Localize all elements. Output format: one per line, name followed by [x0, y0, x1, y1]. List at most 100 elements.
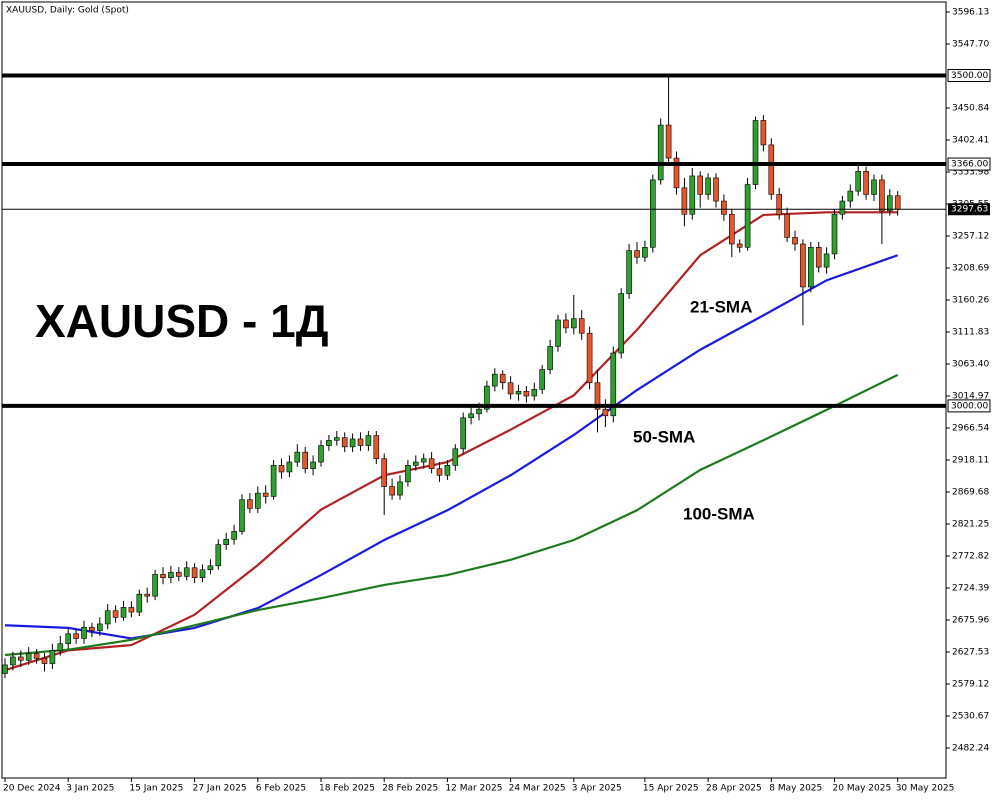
x-tick-label: 15 Jan 2025 — [129, 784, 183, 794]
y-tick-label: 2918.11 — [952, 456, 989, 466]
candle-body — [507, 382, 514, 395]
y-tick-label: 2579.12 — [952, 679, 989, 689]
candle-body — [365, 435, 372, 446]
candle-body — [539, 369, 546, 390]
candle-body — [626, 250, 632, 294]
candle-body — [405, 465, 411, 483]
candle-body — [728, 213, 735, 245]
candle-body — [10, 656, 16, 666]
y-tick-label: 3450.84 — [952, 103, 989, 113]
candle-body — [318, 445, 324, 463]
last-price-box — [948, 203, 990, 216]
candle-body — [270, 465, 277, 497]
candle-body — [33, 653, 40, 659]
y-tick-label: 3208.69 — [952, 263, 989, 273]
level-label: 3000.00 — [951, 401, 988, 411]
candle-body — [57, 643, 64, 651]
x-tick-label: 18 Feb 2025 — [319, 784, 375, 794]
x-tick-label: 20 May 2025 — [833, 784, 892, 794]
x-tick-label: 3 Apr 2025 — [572, 784, 622, 794]
candle-body — [847, 190, 854, 202]
x-tick-label: 24 Mar 2025 — [509, 784, 566, 794]
candle-body — [420, 458, 427, 463]
candle-body — [784, 213, 790, 238]
candle-body — [468, 413, 474, 419]
candle-body — [176, 572, 182, 577]
level-label-box — [947, 157, 991, 171]
candle-body — [831, 213, 838, 255]
candle-body — [894, 195, 901, 210]
candle-body — [721, 200, 727, 215]
candle-body — [713, 177, 719, 202]
candle-body — [705, 177, 711, 195]
candle-body — [689, 175, 696, 215]
x-tick-label: 15 Apr 2025 — [643, 784, 699, 794]
candle-body — [823, 253, 830, 268]
candle-body — [239, 499, 245, 532]
candle-body — [247, 499, 253, 509]
candle-body — [255, 492, 261, 509]
candle-body — [310, 461, 316, 469]
candle-body — [17, 656, 24, 661]
x-tick-label: 6 Feb 2025 — [256, 784, 306, 794]
candle-body — [428, 458, 435, 469]
candle-body — [634, 250, 640, 258]
level-label-box — [947, 399, 991, 413]
candle-body — [879, 179, 885, 212]
candle-body — [610, 352, 617, 417]
candle-body — [278, 465, 285, 473]
candle-body — [412, 461, 419, 466]
y-tick-label: 3063.40 — [952, 359, 989, 369]
candle-body — [800, 243, 806, 288]
y-tick-label: 2724.39 — [952, 584, 989, 594]
candle-body — [886, 195, 893, 212]
candle-body — [152, 574, 158, 597]
candle-body — [294, 451, 301, 463]
x-tick-label: 8 May 2025 — [769, 784, 822, 794]
candle-body — [578, 318, 585, 334]
last-price-label: 3297.63 — [951, 205, 988, 215]
candle-body — [792, 237, 798, 245]
candle-body — [136, 593, 143, 613]
sma-label: 21-SMA — [690, 297, 752, 316]
candle-body — [341, 437, 348, 448]
y-tick-label: 2530.67 — [952, 712, 989, 722]
annotation: XAUUSD - 1Д — [35, 295, 328, 347]
candle-body — [444, 465, 451, 476]
y-tick-label: 2966.54 — [952, 423, 989, 433]
candle-body — [73, 633, 79, 639]
x-tick-label: 28 Feb 2025 — [382, 784, 438, 794]
candle-body — [333, 437, 340, 441]
candle-body — [81, 626, 87, 639]
x-tick-label: 20 Dec 2024 — [3, 784, 61, 794]
y-tick-label: 2821.25 — [952, 520, 989, 530]
y-tick-label: 3402.41 — [952, 135, 989, 145]
candle-body — [499, 373, 506, 384]
x-tick-label: 3 Jan 2025 — [66, 784, 114, 794]
candle-body — [523, 391, 530, 397]
candle-body — [452, 448, 459, 466]
candle-body — [736, 243, 743, 248]
y-tick-label: 3596.13 — [952, 7, 989, 17]
candle-body — [89, 626, 95, 631]
candle-body — [326, 439, 332, 446]
candle-body — [191, 567, 198, 578]
candle-body — [484, 385, 490, 410]
candle-body — [302, 451, 309, 469]
candle-body — [199, 569, 206, 578]
candle-body — [855, 171, 862, 192]
y-tick-label: 3014.97 — [952, 391, 989, 401]
candle-body — [665, 124, 672, 159]
candle-body — [207, 565, 214, 571]
candle-body — [65, 633, 71, 645]
level-label: 3500.00 — [951, 71, 988, 81]
candle-body — [160, 574, 166, 578]
candle-body — [144, 593, 150, 597]
x-tick-label: 30 May 2025 — [896, 784, 955, 794]
candle-body — [815, 247, 822, 268]
candle-body — [673, 157, 680, 189]
candle-body — [120, 607, 127, 618]
candle-body — [112, 610, 119, 618]
candle-body — [168, 572, 174, 578]
